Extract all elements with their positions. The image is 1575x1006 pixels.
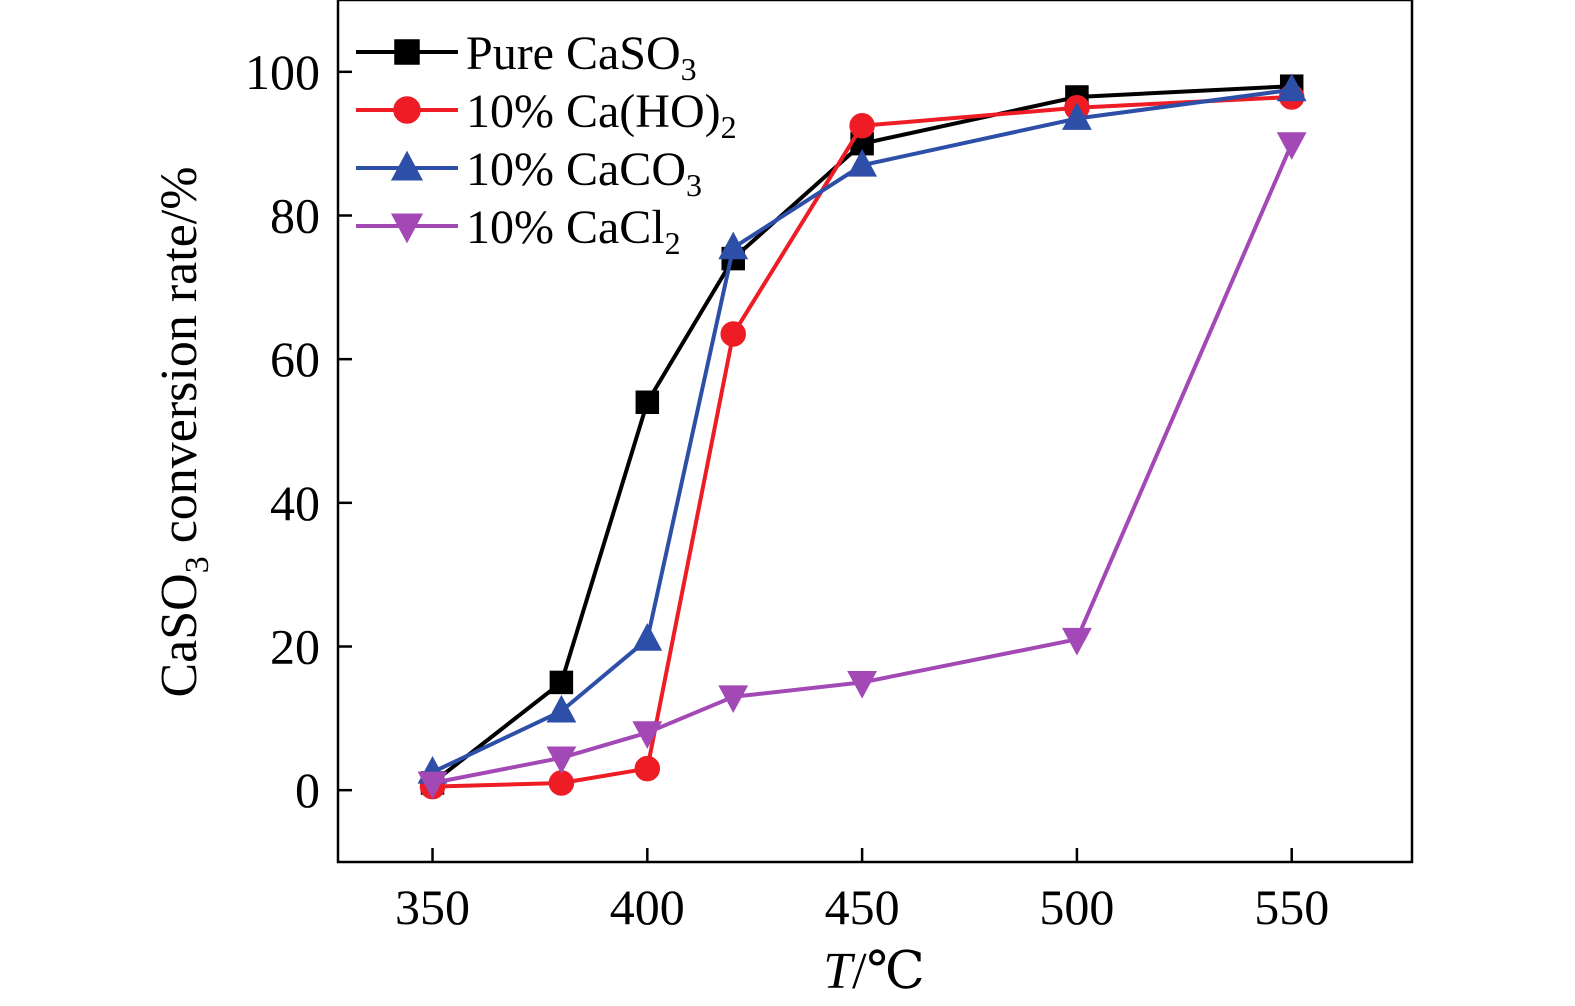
data-point-triangle-up [1276, 73, 1307, 102]
y-tick-label: 60 [270, 331, 320, 387]
data-point-square [635, 390, 660, 415]
y-tick-label: 0 [295, 762, 320, 818]
y-tick-label: 100 [245, 44, 320, 100]
legend-label-main: 10% CaCl [466, 201, 665, 254]
y-tick-label: 20 [270, 619, 320, 675]
data-point-triangle-down [417, 771, 448, 800]
y-axis-title-rest: conversion rate/% [151, 166, 208, 556]
legend-entry-3: 10% CaCO3 [356, 143, 702, 203]
data-point-triangle-up [1062, 102, 1092, 130]
data-point-triangle-up [546, 694, 577, 723]
legend-label-subscript: 2 [665, 225, 681, 261]
legend-entry-4: 10% CaCl2 [356, 201, 681, 261]
x-tick-label: 400 [610, 879, 685, 935]
data-point-triangle-down [1276, 132, 1307, 160]
legend-label: 10% CaCO3 [466, 143, 702, 203]
x-tick-label: 450 [825, 879, 900, 935]
series-4 [417, 132, 1307, 800]
data-point-square [549, 670, 574, 695]
data-point-triangle-up [632, 623, 663, 651]
x-axis-unit: /℃ [852, 943, 925, 1000]
legend-entry-2: 10% Ca(HO)2 [356, 85, 737, 145]
data-point-circle [393, 96, 421, 124]
legend-label-subscript: 3 [686, 167, 702, 203]
x-tick-label: 550 [1254, 879, 1329, 935]
data-point-circle [849, 112, 875, 139]
plot-frame [336, 0, 1414, 864]
x-axis-variable: T [823, 943, 855, 1000]
data-point-triangle-up [390, 150, 424, 181]
data-point-triangle-down [632, 721, 663, 749]
data-point-circle [720, 321, 746, 347]
legend-label: Pure CaSO3 [466, 27, 697, 87]
legend-label: 10% Ca(HO)2 [466, 85, 737, 145]
data-point-triangle-down [718, 685, 749, 714]
data-point-triangle-down [390, 213, 424, 244]
data-point-triangle-down [546, 746, 577, 775]
x-tick-label: 500 [1039, 879, 1114, 935]
data-point-circle [634, 755, 661, 782]
legend-label-subscript: 2 [721, 109, 737, 145]
x-tick-label: 350 [395, 879, 470, 935]
x-axis-title: T/℃ [823, 943, 925, 1000]
legend-label-main: Pure CaSO [466, 27, 681, 80]
legend-label-subscript: 3 [681, 51, 697, 87]
data-point-triangle-down [1062, 627, 1092, 656]
legend-label-main: 10% CaCO [466, 143, 686, 196]
data-point-triangle-down [847, 671, 878, 699]
data-point-circle [548, 770, 575, 796]
y-axis-title-main: CaSO [151, 573, 208, 697]
y-tick-label: 80 [270, 188, 320, 244]
y-tick-label: 40 [270, 475, 320, 531]
data-point-square [394, 39, 420, 65]
legend-label-main: 10% Ca(HO) [466, 85, 721, 138]
data-point-triangle-up [718, 231, 749, 260]
legend-label: 10% CaCl2 [466, 201, 681, 261]
plot-marks [417, 73, 1307, 800]
y-axis-title-subscript: 3 [179, 556, 216, 573]
y-axis-title: CaSO3 conversion rate/% [151, 166, 216, 697]
legend-entry-1: Pure CaSO3 [356, 27, 697, 87]
data-point-triangle-up [847, 148, 878, 177]
